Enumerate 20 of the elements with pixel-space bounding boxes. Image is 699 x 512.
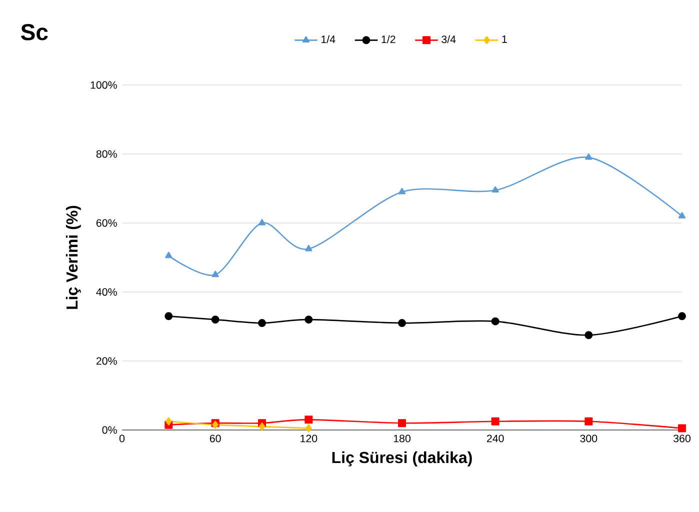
y-tick-label: 60% [96, 219, 117, 227]
legend-label: 3/4 [442, 35, 456, 44]
y-axis-title: Liç Verimi (%) [66, 206, 81, 309]
x-tick-label: 240 [486, 434, 504, 442]
y-tick-label: 40% [96, 288, 117, 296]
legend-label: 1/4 [322, 35, 336, 44]
legend-label: 1 [502, 35, 507, 43]
x-axis-title: Liç Süresi (dakika) [332, 451, 472, 466]
x-tick-label: 180 [394, 434, 410, 442]
x-tick-label: 360 [674, 434, 690, 442]
y-tick-label: 100% [90, 81, 117, 89]
y-tick-label: 80% [96, 150, 117, 158]
x-tick-label: 120 [300, 434, 318, 442]
x-tick-label: 60 [210, 434, 221, 442]
y-tick-label: 0% [102, 426, 117, 434]
x-tick-label: 300 [580, 434, 598, 442]
chart-title: Sc [20, 24, 48, 40]
legend-label: 1/2 [382, 35, 396, 44]
y-tick-label: 20% [96, 357, 117, 365]
x-tick-label: 0 [119, 434, 125, 442]
